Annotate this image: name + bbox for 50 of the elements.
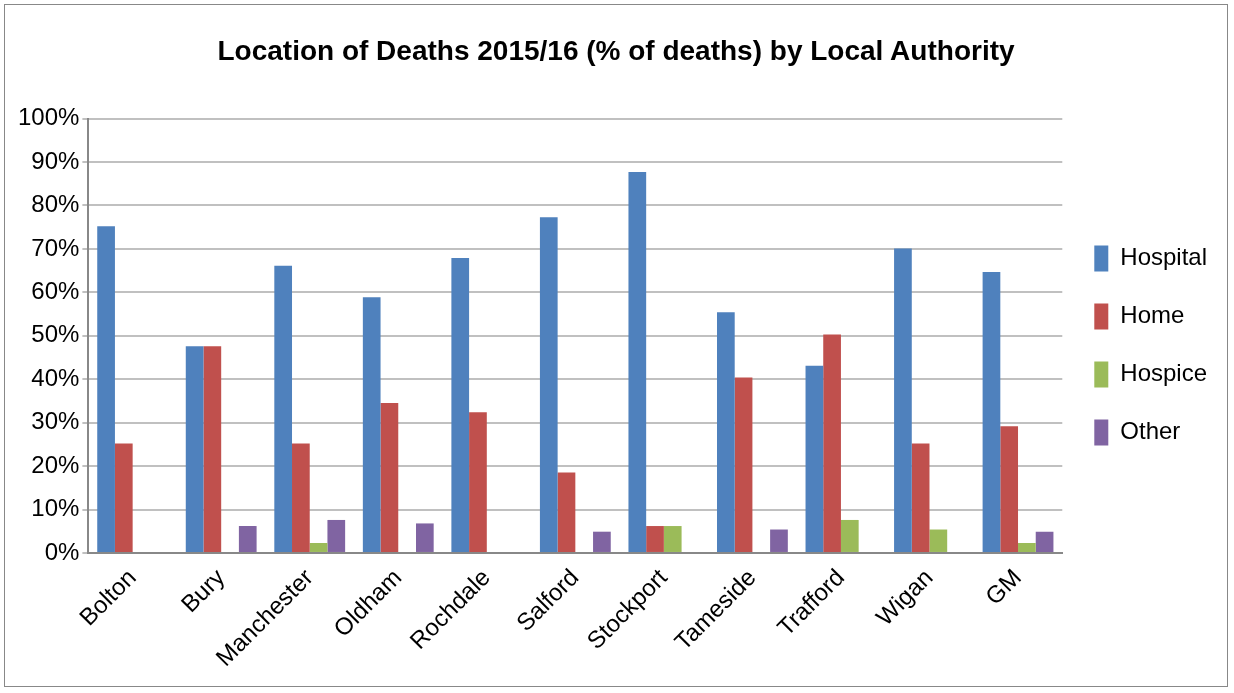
y-tick-label: 0% — [44, 537, 80, 565]
bar — [362, 297, 381, 552]
bar — [1018, 542, 1036, 552]
bar — [415, 523, 434, 552]
legend-label: Home — [1120, 301, 1185, 329]
bar — [646, 526, 664, 552]
bar — [238, 526, 257, 552]
y-tick-label: 20% — [31, 450, 80, 478]
y-tick-label: 30% — [31, 407, 80, 435]
y-tick-label: 100% — [17, 103, 80, 131]
bar — [1035, 531, 1054, 552]
y-tick-label: 90% — [31, 146, 80, 174]
bar — [185, 346, 204, 552]
bar — [840, 519, 859, 552]
bar — [823, 334, 841, 552]
bar — [327, 519, 346, 552]
bar — [451, 258, 470, 552]
bar — [557, 472, 576, 552]
bar — [717, 312, 735, 552]
bar — [274, 265, 293, 552]
legend-label: Hospital — [1120, 243, 1208, 271]
bar — [628, 172, 647, 552]
bar — [292, 443, 310, 552]
bar — [469, 412, 487, 552]
bar — [894, 248, 912, 552]
bar — [203, 346, 222, 552]
y-tick-label: 50% — [31, 320, 80, 348]
y-tick-label: 60% — [31, 276, 80, 304]
bar — [929, 529, 948, 552]
bar — [770, 529, 788, 552]
bar — [114, 443, 133, 552]
bar — [539, 217, 558, 552]
bar — [1000, 426, 1019, 552]
chart-title: Location of Deaths 2015/16 (% of deaths) by Local Authority — [217, 34, 1015, 66]
legend-label: Other — [1120, 417, 1181, 445]
legend-label: Hospice — [1120, 359, 1208, 387]
bar — [734, 377, 753, 552]
bar — [593, 531, 611, 552]
bar — [309, 542, 328, 552]
bar — [805, 365, 824, 552]
bar — [380, 403, 399, 552]
y-tick-label: 70% — [31, 233, 80, 261]
bar — [97, 226, 115, 552]
y-tick-label: 10% — [31, 494, 80, 522]
y-tick-label: 40% — [31, 363, 80, 391]
bar — [911, 443, 930, 552]
bar — [663, 526, 682, 552]
x-tick-label: GM — [979, 563, 1027, 610]
y-tick-label: 80% — [31, 190, 80, 218]
bar — [982, 271, 1001, 552]
